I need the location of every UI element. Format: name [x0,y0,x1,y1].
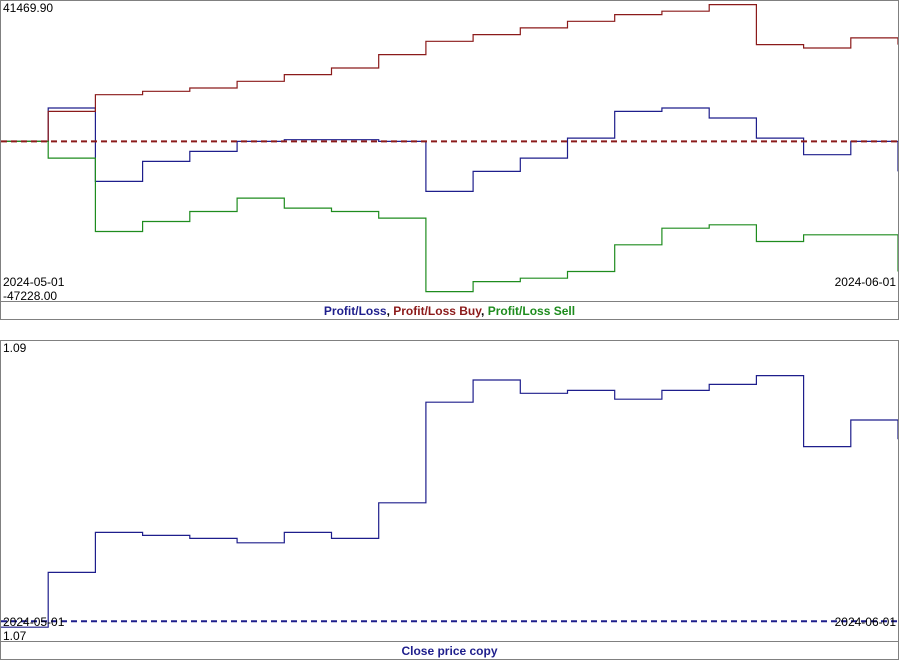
x-start-label: 2024-05-01 [3,615,65,629]
y-max-label: 1.09 [3,341,27,355]
y-min-label: 1.07 [3,629,27,643]
legend-profit-loss-buy: Profit/Loss Buy [393,304,482,318]
pl-chart-plot [1,4,898,293]
pl-legend: Profit/Loss, Profit/Loss Buy, Profit/Los… [0,302,899,320]
series-profit-loss-line [1,107,898,192]
price-legend: Close price copy [0,642,899,660]
x-start-label: 2024-05-01 [3,275,65,289]
series-profit-loss-buy-line [1,4,898,142]
y-min-label: -47228.00 [3,289,58,303]
legend-profit-loss: Profit/Loss [323,304,387,318]
legend-close-price-copy: Close price copy [401,644,498,658]
price-chart-panel: 1.09 2024-05-01 1.07 2024-06-01 [0,340,899,643]
legend-profit-loss-sell: Profit/Loss Sell [487,304,576,318]
y-max-label: 41469.90 [3,1,54,15]
series-profit-loss-sell-line [1,140,898,293]
pl-chart-panel: 41469.90 2024-05-01 -47228.00 2024-06-01 [0,0,899,303]
price-chart-plot [1,375,898,628]
series-close-price-line [1,375,898,628]
x-end-label: 2024-06-01 [834,275,896,289]
legend-separator: , [386,304,394,318]
x-end-label: 2024-06-01 [834,615,896,629]
legend-separator: , [481,304,488,318]
